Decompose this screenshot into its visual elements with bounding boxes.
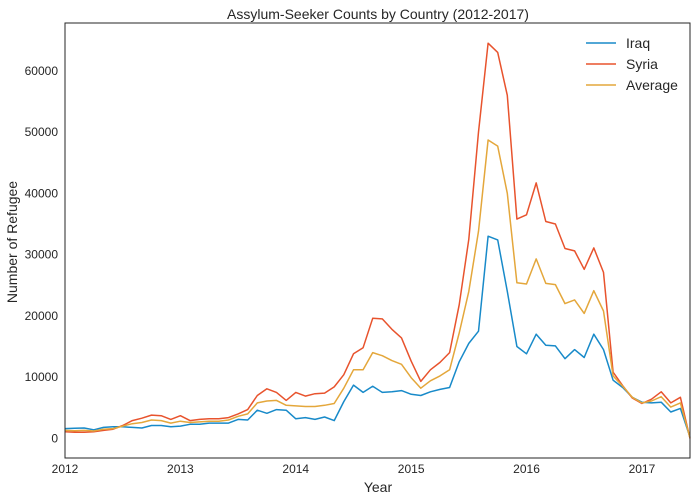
series-line-iraq xyxy=(64,235,691,438)
x-tick-label: 2013 xyxy=(167,462,194,476)
x-axis-ticks: 2012 2013 2014 2015 2016 2017 xyxy=(52,462,656,476)
x-tick-label: 2016 xyxy=(513,462,540,476)
plot-frame xyxy=(64,22,691,459)
legend-label-iraq: Iraq xyxy=(626,35,650,51)
y-tick-label: 50000 xyxy=(25,125,59,139)
y-tick-label: 20000 xyxy=(25,309,59,323)
y-tick-label: 10000 xyxy=(25,370,59,384)
legend-label-syria: Syria xyxy=(626,56,658,72)
legend: Iraq Syria Average xyxy=(586,35,678,93)
chart-title: Assylum-Seeker Counts by Country (2012-2… xyxy=(227,6,529,22)
series-line-average xyxy=(64,139,691,438)
y-axis-ticks: 0 10000 20000 30000 40000 50000 60000 xyxy=(25,64,59,446)
series-line-syria xyxy=(64,42,691,439)
y-tick-label: 0 xyxy=(51,431,58,445)
legend-label-average: Average xyxy=(626,77,678,93)
x-tick-label: 2012 xyxy=(52,462,79,476)
x-axis-label: Year xyxy=(364,479,393,495)
x-tick-label: 2017 xyxy=(629,462,656,476)
y-tick-label: 60000 xyxy=(25,64,59,78)
series-layer xyxy=(64,42,691,439)
y-tick-label: 40000 xyxy=(25,186,59,200)
y-tick-label: 30000 xyxy=(25,248,59,262)
x-tick-label: 2015 xyxy=(398,462,425,476)
y-axis-label: Number of Refugee xyxy=(4,181,20,303)
x-tick-label: 2014 xyxy=(282,462,309,476)
